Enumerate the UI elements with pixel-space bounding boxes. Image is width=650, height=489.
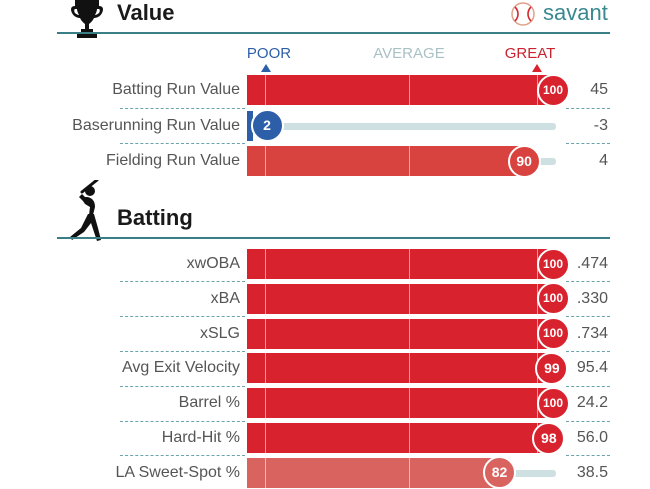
percentile-bar (247, 249, 553, 279)
row-label: Hard-Hit % (161, 429, 240, 446)
row-separator (566, 351, 610, 352)
section-title-batting: Batting (117, 205, 193, 230)
percentile-bar (247, 283, 553, 314)
percentile-circle: 100 (536, 73, 570, 107)
poor-marker-icon (261, 64, 271, 72)
row-label: Baserunning Run Value (72, 116, 240, 134)
row-separator (120, 455, 245, 457)
stat-value: 4 (599, 152, 608, 169)
section-divider-value (57, 32, 610, 34)
percentile-bar (247, 353, 552, 384)
bar-divider (265, 457, 266, 488)
row-label: LA Sweet-Spot % (115, 463, 240, 481)
percentile-bar (247, 457, 500, 488)
scale-label-average: AVERAGE (373, 45, 445, 62)
row-label: xSLG (199, 324, 240, 342)
bar-divider (409, 75, 410, 105)
trophy-icon (71, 0, 103, 38)
row-separator (120, 316, 245, 318)
percentile-circle: 90 (507, 144, 541, 178)
stat-value: .474 (576, 255, 608, 272)
percentile-circle: 100 (536, 386, 570, 420)
percentile-bar (247, 318, 553, 349)
percentile-circle: 100 (536, 247, 570, 281)
savant-logo: savant (510, 0, 610, 28)
row-separator (120, 281, 245, 283)
row-label: xBA (210, 289, 240, 307)
row-separator (120, 385, 245, 387)
row-separator (566, 143, 610, 145)
stat-value: 24.2 (576, 394, 608, 412)
percentile-bar (247, 146, 525, 176)
bar-divider (265, 388, 266, 419)
row-separator (566, 316, 610, 318)
row-separator (120, 351, 245, 352)
bar-divider (409, 283, 410, 314)
bar-divider (409, 249, 410, 279)
percentile-track (247, 122, 556, 130)
percentile-circle: 99 (535, 351, 569, 385)
bar-divider (409, 423, 410, 453)
row-separator (566, 420, 610, 422)
brand-label: savant (543, 0, 608, 25)
stat-value: 45 (590, 81, 608, 98)
percentile-circle: 98 (532, 421, 566, 455)
row-label: Barrel % (178, 394, 240, 412)
bar-divider (409, 318, 410, 349)
section-title-value: Value (117, 0, 175, 25)
row-label: Batting Run Value (112, 81, 240, 98)
percentile-bar (247, 110, 254, 141)
bar-divider (409, 146, 410, 176)
bar-divider (409, 457, 410, 488)
stat-value: .734 (576, 324, 608, 342)
bar-divider (409, 353, 410, 384)
row-separator (120, 143, 245, 145)
bar-divider (265, 423, 266, 453)
bar-divider (265, 318, 266, 349)
batter-icon (70, 180, 101, 241)
stat-value: 56.0 (576, 429, 608, 446)
bar-divider (265, 283, 266, 314)
stat-value: 38.5 (576, 463, 608, 481)
percentile-circle: 82 (483, 456, 517, 489)
row-separator (120, 107, 245, 109)
percentile-circle: 100 (536, 317, 570, 351)
row-label: Fielding Run Value (105, 152, 240, 169)
stat-value: 95.4 (576, 359, 608, 377)
bar-divider (409, 388, 410, 419)
scale-label-great: GREAT (504, 45, 556, 62)
row-separator (566, 385, 610, 387)
bar-divider (265, 353, 266, 384)
bar-divider (265, 249, 266, 279)
stat-value: .330 (576, 289, 608, 307)
percentile-bar (247, 75, 553, 105)
row-separator (120, 420, 245, 422)
bar-divider (265, 146, 266, 176)
row-label: xwOBA (186, 255, 240, 272)
row-separator (566, 281, 610, 283)
row-separator (566, 107, 610, 109)
row-separator (566, 455, 610, 457)
baseball-icon (511, 2, 535, 26)
percentile-bar (247, 423, 549, 453)
percentile-circle: 2 (250, 109, 284, 142)
great-marker-icon (532, 64, 542, 72)
bar-divider (265, 75, 266, 105)
stat-value: -3 (593, 116, 608, 134)
scale-label-poor: POOR (246, 45, 292, 62)
row-label: Avg Exit Velocity (122, 359, 240, 377)
section-divider-batting (57, 237, 610, 239)
percentile-circle: 100 (536, 282, 570, 316)
percentile-bar (247, 388, 553, 419)
